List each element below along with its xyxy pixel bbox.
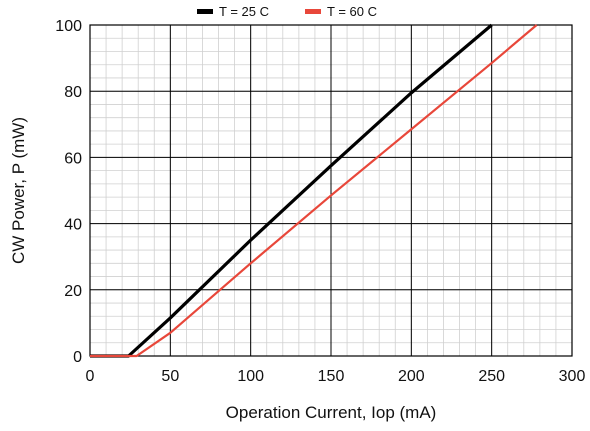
legend-swatch-2 <box>305 9 321 14</box>
series-line-2 <box>90 24 538 358</box>
x-tick-label: 50 <box>161 368 179 385</box>
x-tick-label: 200 <box>398 368 425 385</box>
series-layer <box>90 23 538 358</box>
x-tick-label: 0 <box>86 368 95 385</box>
x-tick-labels: 0 50 100 150 200 250 300 <box>86 368 586 385</box>
y-tick-label: 20 <box>64 283 82 300</box>
x-tick-label: 300 <box>559 368 586 385</box>
y-tick-label: 0 <box>73 349 82 366</box>
legend-swatch-1 <box>197 9 213 14</box>
x-tick-label: 250 <box>478 368 505 385</box>
y-tick-label: 80 <box>64 84 82 101</box>
y-tick-label: 40 <box>64 217 82 234</box>
x-tick-label: 150 <box>318 368 345 385</box>
x-axis-label: Operation Current, Iop (mA) <box>226 403 437 422</box>
y-tick-labels: 0 20 40 60 80 100 <box>55 18 82 366</box>
series-line-1 <box>90 23 493 358</box>
legend-label-1: T = 25 C <box>219 4 269 19</box>
major-grid <box>89 24 573 357</box>
y-tick-label: 60 <box>64 150 82 167</box>
y-tick-label: 100 <box>55 18 82 35</box>
y-axis-label: CW Power, P (mW) <box>9 117 28 264</box>
x-tick-label: 100 <box>237 368 264 385</box>
plot-frame <box>89 24 573 357</box>
legend: T = 25 C T = 60 C <box>197 4 377 19</box>
legend-label-2: T = 60 C <box>327 4 377 19</box>
